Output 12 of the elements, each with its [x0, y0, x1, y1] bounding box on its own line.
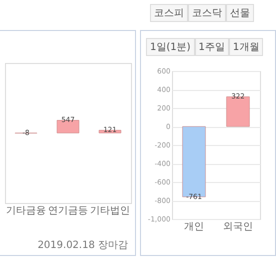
- x-tick-label: 기타금융: [6, 206, 46, 216]
- text: 코스피: [150, 4, 188, 22]
- x-tick-label: 기타법인: [90, 206, 130, 216]
- x-tick-label: 개인: [184, 222, 204, 232]
- text: 2019.02.18 장마감: [38, 239, 128, 252]
- text: 선물: [226, 4, 254, 22]
- x-tick-label: 연기금등: [48, 206, 88, 216]
- text: 1주일: [194, 38, 229, 56]
- text: 1일(1분): [146, 38, 195, 56]
- text: 1개월: [228, 38, 264, 56]
- x-tick-label: 외국인: [223, 222, 253, 232]
- text: 코스닥: [188, 4, 226, 22]
